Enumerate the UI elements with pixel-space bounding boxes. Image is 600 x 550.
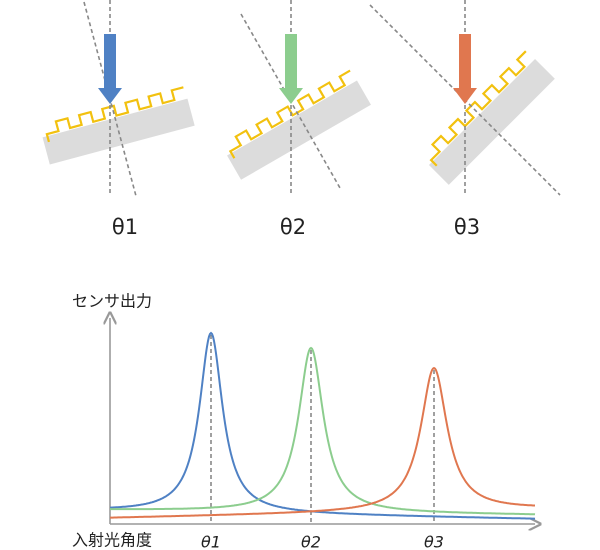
y-label: センサ出力 [72,292,152,311]
x-tick-label: θ3 [424,533,444,550]
graph: センサ出力 入射光角度 θ1 θ2 θ3 [72,292,535,550]
response-curve [110,346,536,516]
response-curve [110,366,535,519]
x-tick-label: θ2 [301,533,321,550]
response-curve [110,331,536,520]
panel-1: θ1 [38,0,196,239]
x-label: 入射光角度 [72,531,152,550]
panel-label: θ2 [280,215,306,239]
panel-label: θ1 [112,215,138,239]
panel-2: θ2 [219,0,373,239]
panel-3: θ3 [369,0,561,239]
x-tick-label: θ1 [201,533,221,550]
panel-label: θ3 [454,215,480,239]
